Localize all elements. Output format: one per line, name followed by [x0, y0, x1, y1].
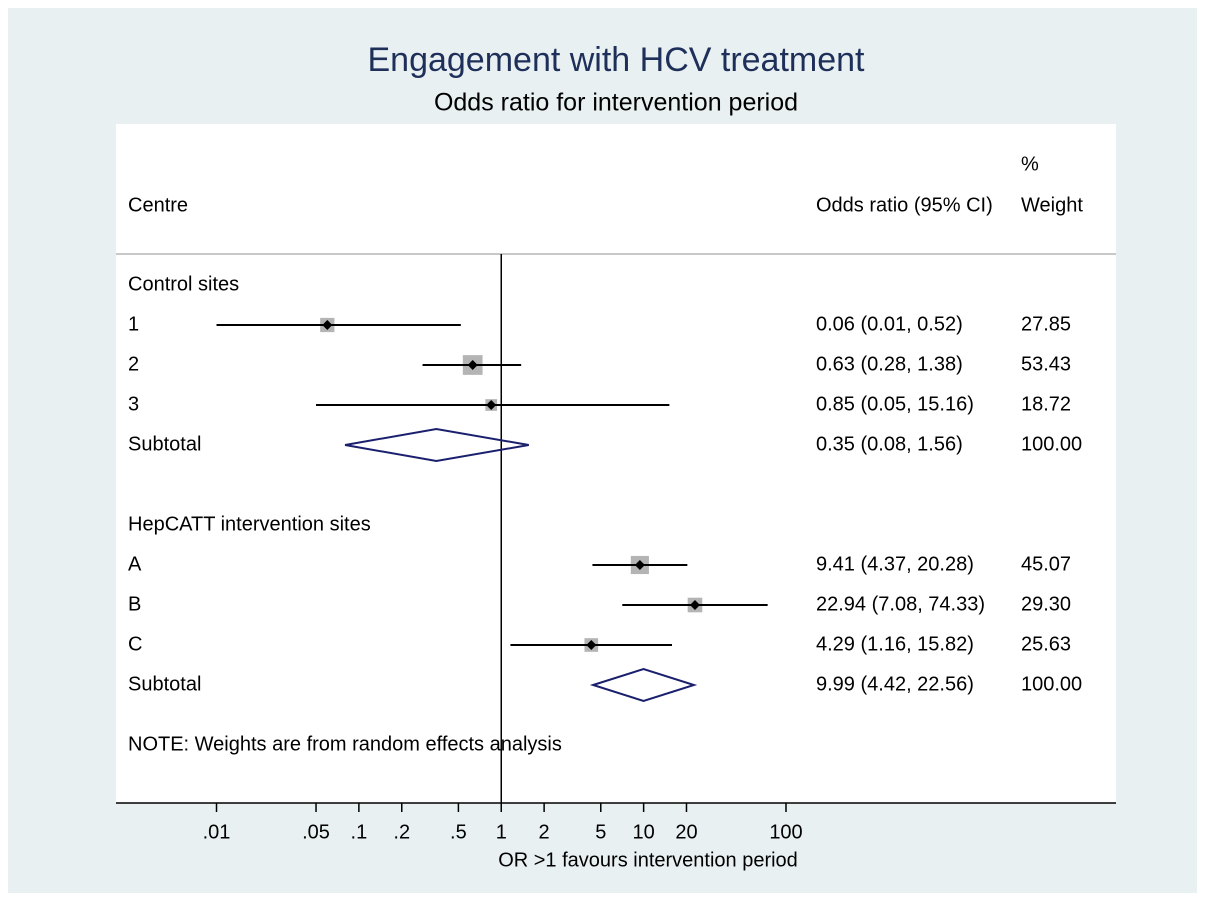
row-label: C: [128, 633, 142, 655]
weight-label: 53.43: [1021, 353, 1071, 375]
row-label: 1: [128, 313, 139, 335]
column-header: Odds ratio (95% CI): [816, 194, 993, 216]
row-label: A: [128, 553, 142, 575]
subtotal-diamond: [344, 427, 529, 463]
x-tick-label: 20: [675, 821, 697, 843]
estimate-label: 0.35 (0.08, 1.56): [816, 433, 963, 455]
x-tick-label: 1: [496, 821, 507, 843]
column-header: Weight: [1021, 194, 1083, 216]
estimate-label: 0.06 (0.01, 0.52): [816, 313, 963, 335]
point-estimate: [689, 600, 700, 610]
weight-label: 27.85: [1021, 313, 1071, 335]
estimate-label: 4.29 (1.16, 15.82): [816, 633, 974, 655]
x-tick-label: .01: [203, 821, 231, 843]
column-header: %: [1021, 153, 1039, 175]
estimate-label: 9.41 (4.37, 20.28): [816, 553, 974, 575]
point-estimate: [486, 400, 497, 410]
row-label: 3: [128, 393, 139, 415]
estimate-label: 0.85 (0.05, 15.16): [816, 393, 974, 415]
point-estimate: [634, 560, 645, 570]
x-tick-label: .2: [393, 821, 410, 843]
x-tick-label: 10: [633, 821, 655, 843]
note: NOTE: Weights are from random effects an…: [128, 733, 562, 755]
x-tick-label: 2: [539, 821, 550, 843]
x-tick-label: 5: [595, 821, 606, 843]
x-tick-label: .05: [302, 821, 330, 843]
chart-title: Engagement with HCV treatment: [367, 41, 865, 79]
plot-panel: [116, 124, 1116, 803]
weight-label: 45.07: [1021, 553, 1071, 575]
weight-label: 25.63: [1021, 633, 1071, 655]
estimate-label: 22.94 (7.08, 74.33): [816, 593, 985, 615]
group-label: Control sites: [128, 273, 239, 295]
point-estimate: [586, 640, 597, 650]
estimate-label: 9.99 (4.42, 22.56): [816, 673, 974, 695]
row-label: Subtotal: [128, 673, 201, 695]
point-estimate: [467, 360, 478, 370]
point-estimate: [322, 320, 333, 330]
weight-label: 100.00: [1021, 433, 1082, 455]
weight-label: 18.72: [1021, 393, 1071, 415]
chart-subtitle: Odds ratio for intervention period: [434, 89, 798, 117]
x-tick-label: 100: [769, 821, 802, 843]
subtotal-diamond: [589, 667, 698, 703]
column-header: Centre: [128, 194, 188, 216]
weight-label: 100.00: [1021, 673, 1082, 695]
estimate-label: 0.63 (0.28, 1.38): [816, 353, 963, 375]
x-axis-label: OR >1 favours intervention period: [498, 849, 798, 871]
group-label: HepCATT intervention sites: [128, 513, 371, 535]
row-label: 2: [128, 353, 139, 375]
x-tick-label: .5: [450, 821, 467, 843]
x-tick-label: .1: [351, 821, 368, 843]
weight-label: 29.30: [1021, 593, 1071, 615]
row-label: B: [128, 593, 141, 615]
row-label: Subtotal: [128, 433, 201, 455]
